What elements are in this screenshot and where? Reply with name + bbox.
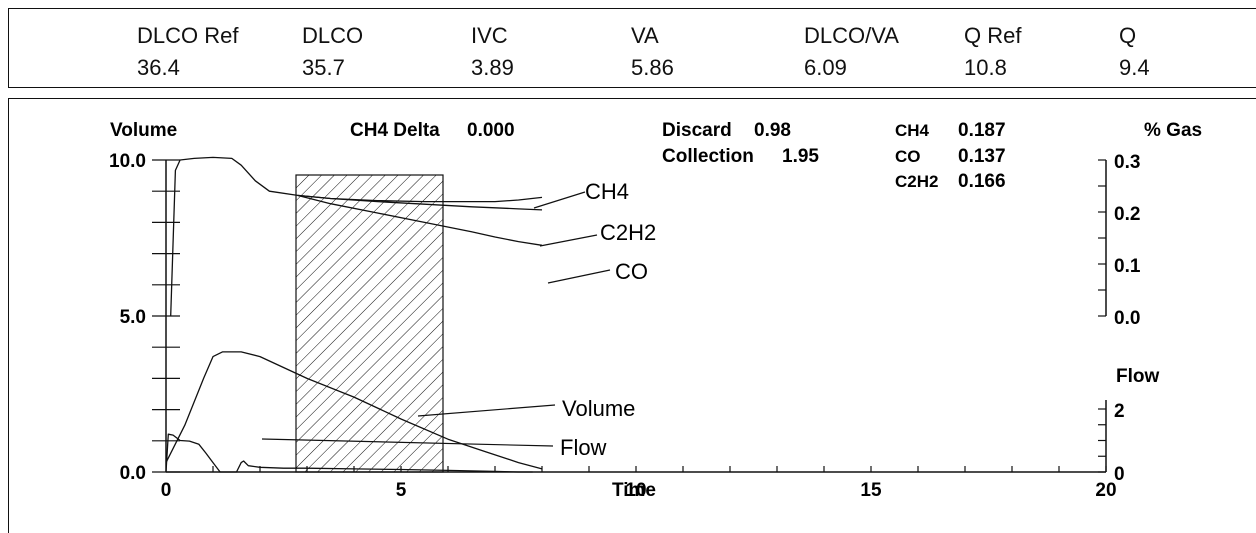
flow-axis-ticks: 20 [1098, 401, 1125, 485]
summary-dlco-ref: DLCO Ref 36.4 [137, 23, 238, 81]
left-tick-label: 5.0 [120, 307, 146, 328]
callout-leader-flow [261, 438, 554, 447]
summary-label: VA [631, 23, 659, 48]
left-tick-label: 10.0 [109, 151, 146, 172]
summary-q: Q 9.4 [1119, 23, 1150, 81]
summary-value: 9.4 [1119, 55, 1150, 80]
gas-name-c2h2: C2H2 [895, 172, 938, 191]
x-tick-label: 5 [396, 480, 407, 501]
series-line-flow [165, 433, 533, 473]
series-callouts: CH4 C2H2 CO Volume Flow [261, 179, 656, 460]
series-line-co [297, 194, 543, 246]
left-axis-title: Volume [110, 120, 177, 141]
summary-value: 3.89 [471, 55, 514, 80]
callout-leader-co [547, 269, 611, 284]
x-tick-label: 0 [161, 480, 172, 501]
gas-axis-ticks: 0.3 0.2 0.1 0.0 [1098, 152, 1141, 329]
gas-tick-label: 0.3 [1114, 152, 1140, 173]
left-tick-label: 0.0 [120, 463, 146, 484]
callout-label-c2h2: C2H2 [600, 220, 656, 245]
collection-label: Collection [662, 146, 754, 167]
x-axis-ticks: 0 5 10 15 20 [161, 466, 1117, 501]
summary-value: 10.8 [964, 55, 1007, 80]
x-axis-title: Time [612, 480, 656, 501]
callout-leader-volume [417, 404, 556, 417]
summary-dlco: DLCO 35.7 [302, 23, 363, 81]
chart-frame [8, 98, 1256, 533]
x-tick-label: 15 [860, 480, 882, 501]
summary-value: 36.4 [137, 55, 180, 80]
summary-value: 35.7 [302, 55, 345, 80]
series-line-c2h2 [297, 194, 543, 211]
x-tick-label: 20 [1095, 480, 1116, 501]
collection-value: 1.95 [782, 146, 819, 167]
summary-label: DLCO Ref [137, 23, 239, 48]
callout-leader-c2h2 [539, 234, 598, 247]
summary-label: DLCO/VA [804, 23, 899, 48]
gas-axis-title: % Gas [1144, 120, 1202, 141]
flow-tick-label: 0 [1114, 464, 1125, 485]
summary-value: 6.09 [804, 55, 847, 80]
summary-ivc: IVC 3.89 [471, 23, 514, 81]
gas-name-co: CO [895, 147, 921, 166]
series-line-ch4 [170, 156, 543, 317]
callout-leader-ch4 [533, 191, 586, 209]
callout-label-co: CO [615, 259, 648, 284]
ch4-delta-value: 0.000 [467, 120, 515, 141]
gas-value-c2h2: 0.166 [958, 171, 1006, 192]
callout-label-ch4: CH4 [585, 179, 629, 204]
gas-value-co: 0.137 [958, 146, 1006, 167]
gas-tick-label: 0.1 [1114, 256, 1141, 277]
summary-label: Q [1119, 23, 1137, 48]
callout-label-flow: Flow [560, 435, 607, 460]
flow-tick-label: 2 [1114, 401, 1125, 422]
summary-va: VA 5.86 [631, 23, 674, 81]
callout-label-volume: Volume [562, 396, 635, 421]
gas-tick-label: 0.0 [1114, 308, 1140, 329]
summary-dlco-va: DLCO/VA 6.09 [804, 23, 899, 81]
summary-q-ref: Q Ref 10.8 [964, 23, 1021, 81]
summary-label: DLCO [302, 23, 364, 48]
summary-value: 5.86 [631, 55, 674, 80]
collection-window [295, 174, 444, 473]
series-line-volume [165, 351, 543, 470]
series-lines [165, 156, 543, 473]
summary-label: Q Ref [964, 23, 1022, 48]
discard-value: 0.98 [754, 120, 791, 141]
x-tick-label: 10 [625, 480, 646, 501]
gas-name-ch4: CH4 [895, 121, 930, 140]
flow-axis-title: Flow [1116, 366, 1159, 387]
left-axis-ticks: 10.0 5.0 0.0 [109, 151, 180, 484]
gas-value-ch4: 0.187 [958, 120, 1006, 141]
ch4-delta-label: CH4 Delta [350, 120, 440, 141]
gas-tick-label: 0.2 [1114, 204, 1140, 225]
discard-label: Discard [662, 120, 732, 141]
summary-panel: DLCO Ref 36.4 DLCO 35.7 IVC 3.89 VA 5.86… [8, 8, 1256, 88]
summary-label: IVC [471, 23, 508, 48]
